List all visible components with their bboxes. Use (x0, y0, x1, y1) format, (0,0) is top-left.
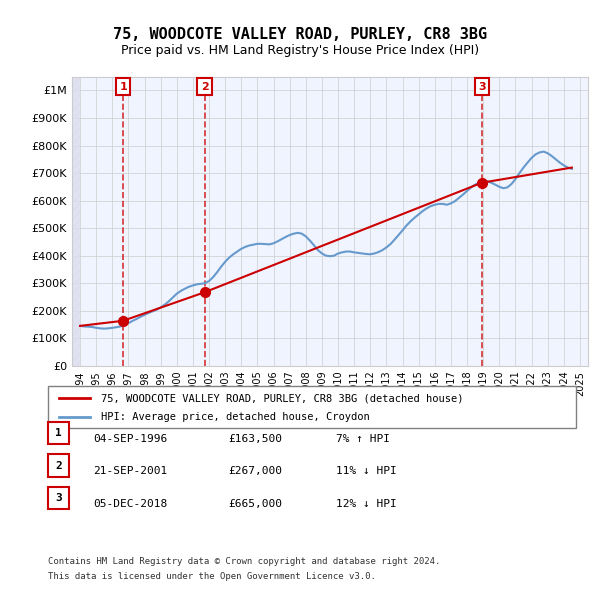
Text: Price paid vs. HM Land Registry's House Price Index (HPI): Price paid vs. HM Land Registry's House … (121, 44, 479, 57)
Text: 11% ↓ HPI: 11% ↓ HPI (336, 466, 397, 476)
Text: 05-DEC-2018: 05-DEC-2018 (93, 499, 167, 509)
Text: This data is licensed under the Open Government Licence v3.0.: This data is licensed under the Open Gov… (48, 572, 376, 581)
Text: 75, WOODCOTE VALLEY ROAD, PURLEY, CR8 3BG (detached house): 75, WOODCOTE VALLEY ROAD, PURLEY, CR8 3B… (101, 393, 463, 403)
Text: 3: 3 (55, 493, 62, 503)
Text: 75, WOODCOTE VALLEY ROAD, PURLEY, CR8 3BG: 75, WOODCOTE VALLEY ROAD, PURLEY, CR8 3B… (113, 27, 487, 41)
Text: HPI: Average price, detached house, Croydon: HPI: Average price, detached house, Croy… (101, 412, 370, 422)
Text: 1: 1 (119, 82, 127, 92)
Text: 1: 1 (55, 428, 62, 438)
Text: £163,500: £163,500 (228, 434, 282, 444)
Text: £267,000: £267,000 (228, 466, 282, 476)
Text: 3: 3 (478, 82, 486, 92)
Text: 7% ↑ HPI: 7% ↑ HPI (336, 434, 390, 444)
FancyBboxPatch shape (48, 386, 576, 428)
Text: £665,000: £665,000 (228, 499, 282, 509)
Text: 2: 2 (200, 82, 208, 92)
Text: 12% ↓ HPI: 12% ↓ HPI (336, 499, 397, 509)
Text: 04-SEP-1996: 04-SEP-1996 (93, 434, 167, 444)
Text: Contains HM Land Registry data © Crown copyright and database right 2024.: Contains HM Land Registry data © Crown c… (48, 558, 440, 566)
Text: 2: 2 (55, 461, 62, 470)
Text: 21-SEP-2001: 21-SEP-2001 (93, 466, 167, 476)
